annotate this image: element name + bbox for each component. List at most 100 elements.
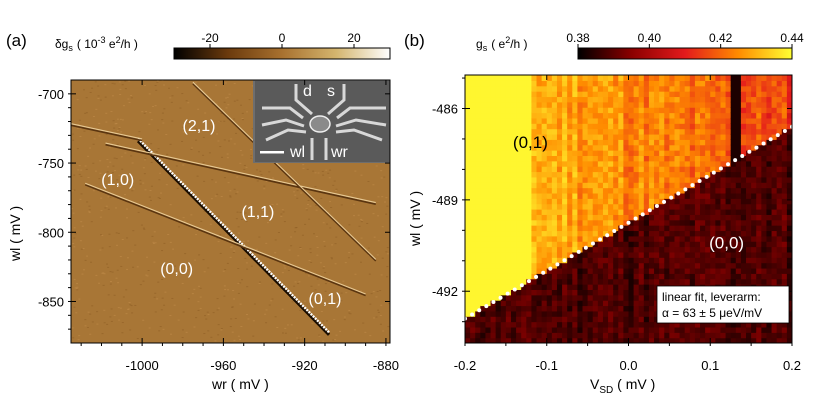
heatmap-cell bbox=[516, 230, 522, 237]
heatmap-cell bbox=[710, 150, 716, 156]
heatmap-cell bbox=[674, 144, 681, 151]
heatmap-cell bbox=[597, 176, 604, 183]
heatmap-cell bbox=[689, 150, 696, 156]
heatmap-cell bbox=[505, 166, 512, 173]
heatmap-cell bbox=[582, 284, 589, 290]
heatmap-cell bbox=[623, 166, 630, 173]
heatmap-cell bbox=[531, 278, 538, 285]
heatmap-cell bbox=[633, 251, 640, 258]
texture-dot bbox=[353, 215, 356, 217]
heatmap-cell bbox=[740, 117, 747, 124]
heatmap-cell bbox=[587, 225, 594, 232]
heatmap-cell bbox=[648, 203, 655, 210]
heatmap-cell bbox=[465, 203, 471, 210]
heatmap-cell bbox=[756, 101, 762, 108]
heatmap-cell bbox=[582, 75, 589, 81]
heatmap-cell bbox=[572, 123, 579, 130]
heatmap-cell bbox=[740, 85, 747, 92]
heatmap-cell bbox=[643, 139, 650, 146]
heatmap-cell bbox=[567, 107, 573, 114]
texture-dot bbox=[98, 282, 101, 284]
heatmap-cell bbox=[500, 101, 507, 108]
panel-b-xlabel: VSD ( mV ) bbox=[590, 376, 655, 396]
heatmap-cell bbox=[510, 166, 517, 173]
heatmap-cell bbox=[485, 128, 492, 135]
heatmap-cell bbox=[608, 96, 614, 103]
heatmap-cell bbox=[541, 316, 548, 323]
texture-dot bbox=[107, 208, 110, 210]
fit-dot bbox=[548, 266, 553, 271]
heatmap-cell bbox=[516, 166, 522, 173]
heatmap-cell bbox=[546, 273, 553, 280]
heatmap-cell bbox=[562, 225, 568, 232]
heatmap-cell bbox=[638, 198, 645, 205]
heatmap-cell bbox=[664, 198, 670, 205]
heatmap-cell bbox=[556, 166, 563, 173]
texture-dot bbox=[118, 186, 121, 188]
heatmap-cell bbox=[771, 85, 778, 92]
texture-dot bbox=[136, 266, 139, 268]
texture-dot bbox=[202, 162, 205, 164]
heatmap-cell bbox=[485, 300, 492, 307]
heatmap-cell bbox=[541, 198, 548, 205]
heatmap-cell bbox=[674, 230, 681, 237]
texture-dot bbox=[335, 334, 338, 336]
texture-dot bbox=[335, 236, 338, 238]
heatmap-cell bbox=[572, 241, 579, 248]
heatmap-cell bbox=[654, 321, 660, 328]
heatmap-cell bbox=[730, 139, 737, 146]
texture-dot bbox=[82, 89, 85, 91]
heatmap-cell bbox=[526, 241, 533, 248]
fit-dot bbox=[526, 279, 531, 284]
heatmap-cell bbox=[781, 101, 788, 108]
texture-dot bbox=[109, 196, 112, 198]
heatmap-cell bbox=[480, 91, 487, 98]
heatmap-cell bbox=[556, 230, 563, 237]
heatmap-cell bbox=[577, 310, 584, 317]
heatmap-cell bbox=[648, 241, 655, 248]
heatmap-cell bbox=[480, 80, 487, 87]
heatmap-cell bbox=[623, 176, 630, 183]
texture-dot bbox=[156, 298, 159, 300]
heatmap-cell bbox=[613, 123, 619, 130]
heatmap-cell bbox=[536, 230, 543, 237]
heatmap-cell bbox=[567, 203, 573, 210]
heatmap-cell bbox=[567, 176, 573, 183]
heatmap-cell bbox=[679, 187, 686, 194]
heatmap-cell bbox=[572, 101, 579, 108]
texture-dot bbox=[106, 323, 109, 325]
heatmap-cell bbox=[654, 326, 660, 333]
heatmap-cell bbox=[551, 278, 558, 285]
heatmap-cell bbox=[730, 257, 737, 264]
heatmap-cell bbox=[531, 332, 538, 339]
texture-dot bbox=[360, 290, 363, 292]
texture-dot bbox=[158, 197, 161, 199]
heatmap-cell bbox=[700, 203, 706, 210]
heatmap-cell bbox=[480, 166, 487, 173]
texture-dot bbox=[345, 292, 348, 294]
fit-dot bbox=[654, 204, 659, 209]
heatmap-cell bbox=[510, 187, 517, 194]
heatmap-cell bbox=[720, 230, 727, 237]
heatmap-cell bbox=[674, 91, 681, 98]
heatmap-cell bbox=[643, 171, 650, 178]
heatmap-cell bbox=[756, 133, 762, 140]
heatmap-cell bbox=[587, 246, 594, 253]
heatmap-cell bbox=[786, 332, 792, 339]
heatmap-cell bbox=[541, 123, 548, 130]
heatmap-cell bbox=[556, 107, 563, 114]
heatmap-cell bbox=[500, 123, 507, 130]
heatmap-cell bbox=[521, 267, 527, 274]
heatmap-cell bbox=[608, 230, 614, 237]
heatmap-cell bbox=[516, 219, 522, 226]
heatmap-cell bbox=[751, 117, 757, 124]
texture-dot bbox=[143, 159, 146, 161]
heatmap-cell bbox=[505, 112, 512, 119]
heatmap-cell bbox=[740, 123, 747, 130]
heatmap-cell bbox=[567, 96, 573, 103]
texture-dot bbox=[131, 250, 134, 252]
heatmap-cell bbox=[715, 75, 722, 81]
texture-dot bbox=[230, 246, 233, 248]
texture-dot bbox=[323, 266, 326, 268]
texture-dot bbox=[111, 95, 114, 97]
